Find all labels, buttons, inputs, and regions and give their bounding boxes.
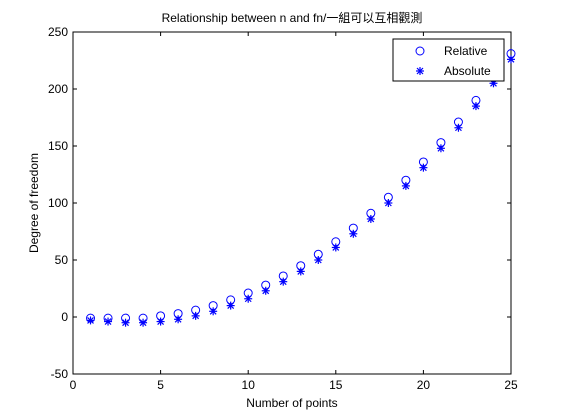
data-point-absolute: [296, 267, 305, 276]
legend-box: [392, 38, 505, 82]
y-axis: -50 0 50 100 150 200 250: [48, 25, 511, 381]
x-tick-label: 10: [242, 378, 256, 392]
data-point-absolute: [366, 214, 375, 223]
data-point-absolute: [314, 256, 323, 264]
data-point-absolute: [419, 163, 428, 172]
y-tick-label: 100: [48, 196, 68, 210]
data-point-absolute: [191, 311, 200, 320]
y-tick-label: 0: [61, 310, 68, 324]
x-tick-label: 25: [504, 378, 518, 392]
data-point-absolute: [86, 316, 95, 325]
data-point-absolute: [507, 55, 515, 64]
x-axis: 0 5 10 15 20 25: [70, 32, 518, 392]
y-tick-label: 250: [48, 25, 68, 39]
data-point-absolute: [244, 294, 253, 303]
legend-circle-marker: [415, 46, 425, 56]
data-point-absolute: [174, 315, 183, 324]
x-tick-label: 20: [417, 378, 431, 392]
chart-title: Relationship between n and fn/一組可以互相觀測: [162, 11, 423, 25]
legend-marker-relative: [415, 46, 425, 56]
legend-label-relative: Relative: [444, 44, 488, 58]
data-point-absolute: [401, 181, 410, 190]
x-tick-label: 15: [329, 378, 343, 392]
legend-marker-absolute: [416, 67, 424, 75]
data-point-absolute: [104, 317, 113, 326]
x-tick-label: 0: [70, 378, 77, 392]
legend-label-absolute: Absolute: [444, 64, 491, 78]
y-tick-label: 50: [55, 253, 69, 267]
data-point-absolute: [436, 144, 445, 153]
data-point-absolute: [279, 277, 288, 286]
data-point-absolute: [384, 199, 393, 207]
y-axis-label: Degree of freedom: [27, 153, 41, 253]
data-point-absolute: [209, 307, 218, 316]
data-point-absolute: [261, 286, 270, 295]
data-point-absolute: [331, 243, 340, 252]
legend-asterisk-marker: [416, 67, 424, 75]
data-point-absolute: [454, 123, 463, 132]
y-tick-label: 150: [48, 139, 68, 153]
series-absolute: [86, 55, 515, 327]
x-tick-label: 5: [157, 378, 164, 392]
x-axis-label: Number of points: [246, 396, 337, 410]
data-point-absolute: [471, 102, 480, 111]
y-tick-label: 200: [48, 82, 68, 96]
data-point-absolute: [156, 317, 165, 326]
data-point-absolute: [349, 229, 358, 238]
data-point-absolute: [139, 318, 148, 327]
data-point-absolute: [226, 301, 235, 310]
data-point-absolute: [121, 318, 130, 327]
y-tick-label: -50: [51, 367, 69, 381]
plot-area: [72, 31, 512, 375]
legend: Relative Absolute: [392, 38, 505, 82]
